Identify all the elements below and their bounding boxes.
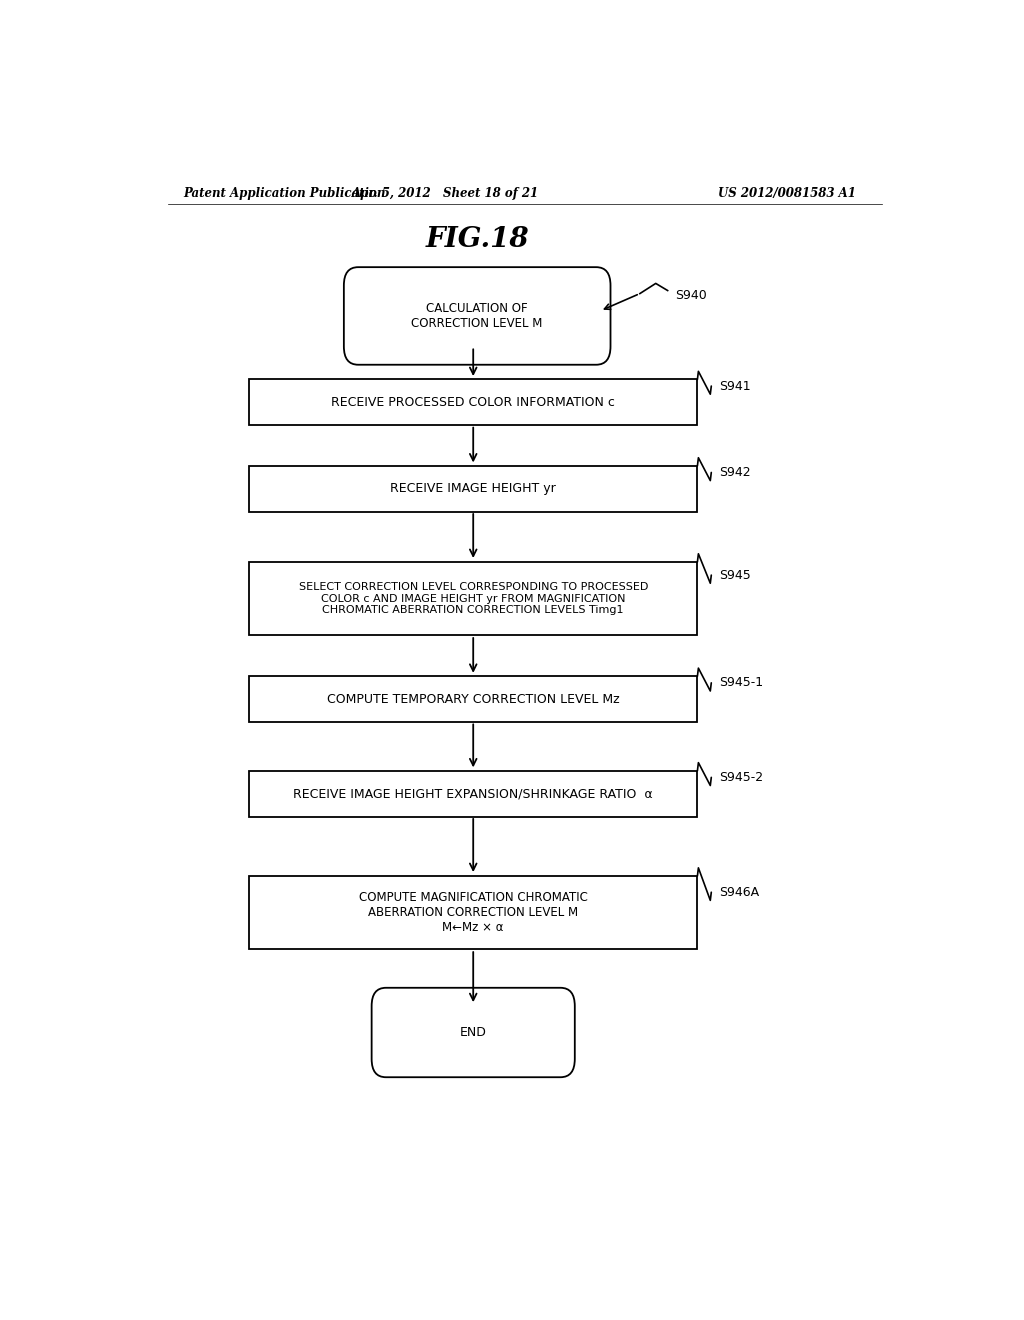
Text: RECEIVE PROCESSED COLOR INFORMATION c: RECEIVE PROCESSED COLOR INFORMATION c	[332, 396, 615, 409]
Bar	[249, 379, 697, 425]
FancyBboxPatch shape	[344, 267, 610, 364]
Text: COMPUTE MAGNIFICATION CHROMATIC
ABERRATION CORRECTION LEVEL M
M←Mz × α: COMPUTE MAGNIFICATION CHROMATIC ABERRATI…	[358, 891, 588, 935]
Text: SELECT CORRECTION LEVEL CORRESPONDING TO PROCESSED
COLOR c AND IMAGE HEIGHT yr F: SELECT CORRECTION LEVEL CORRESPONDING TO…	[299, 582, 648, 615]
FancyBboxPatch shape	[372, 987, 574, 1077]
Bar	[249, 562, 697, 635]
Bar	[249, 466, 697, 512]
Text: CALCULATION OF
CORRECTION LEVEL M: CALCULATION OF CORRECTION LEVEL M	[412, 302, 543, 330]
Text: Patent Application Publication: Patent Application Publication	[183, 187, 386, 201]
Text: S942: S942	[719, 466, 751, 479]
Text: Apr. 5, 2012   Sheet 18 of 21: Apr. 5, 2012 Sheet 18 of 21	[352, 187, 539, 201]
Text: S945-1: S945-1	[719, 676, 763, 689]
Text: S945-2: S945-2	[719, 771, 763, 784]
Text: US 2012/0081583 A1: US 2012/0081583 A1	[718, 187, 856, 201]
Text: S946A: S946A	[719, 886, 760, 899]
Text: FIG.18: FIG.18	[425, 226, 529, 253]
Text: END: END	[460, 1026, 486, 1039]
Text: S941: S941	[719, 380, 751, 392]
Text: S945: S945	[719, 569, 751, 582]
Bar	[249, 876, 697, 949]
Bar	[249, 676, 697, 722]
Bar	[249, 771, 697, 817]
Text: COMPUTE TEMPORARY CORRECTION LEVEL Mz: COMPUTE TEMPORARY CORRECTION LEVEL Mz	[327, 693, 620, 706]
Text: RECEIVE IMAGE HEIGHT yr: RECEIVE IMAGE HEIGHT yr	[390, 482, 556, 495]
Text: S940: S940	[676, 289, 708, 302]
Text: RECEIVE IMAGE HEIGHT EXPANSION/SHRINKAGE RATIO  α: RECEIVE IMAGE HEIGHT EXPANSION/SHRINKAGE…	[294, 787, 653, 800]
